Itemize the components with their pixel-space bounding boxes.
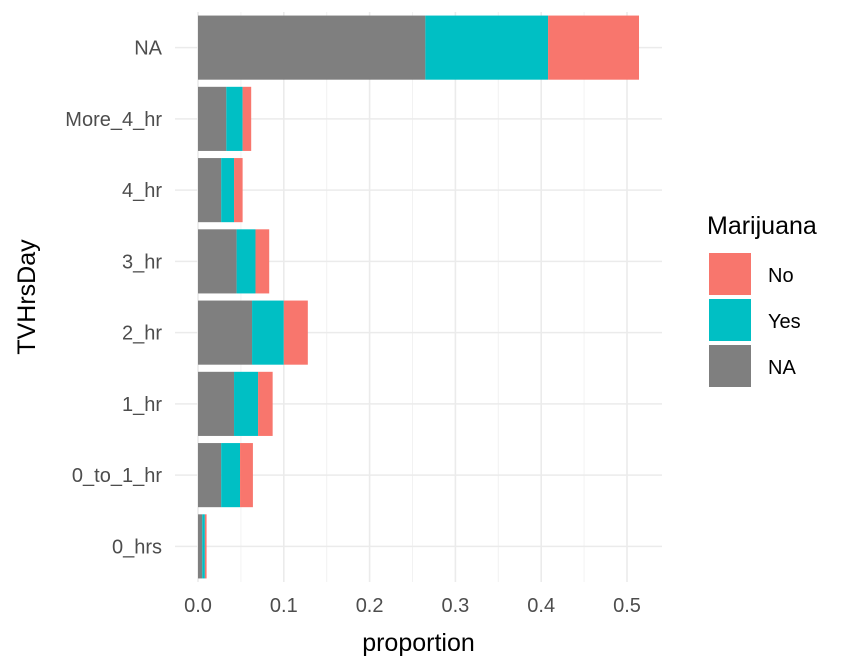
legend: Marijuana No Yes NA <box>707 212 817 387</box>
x-tick-label: 0.0 <box>184 595 212 617</box>
y-tick-label: 3_hr <box>122 251 162 273</box>
bar-More_4_hr-No <box>242 86 252 151</box>
bar-3_hr-Yes <box>236 229 256 294</box>
bar-3_hr-No <box>255 229 270 294</box>
x-axis-title: proportion <box>362 629 475 657</box>
bar-4_hr-NA <box>198 158 222 223</box>
legend-label: NA <box>768 357 796 379</box>
bar-4_hr-Yes <box>221 158 235 223</box>
bar-0_to_1_hr-NA <box>198 443 222 508</box>
y-tick-label: 0_hrs <box>112 536 162 558</box>
x-axis-tick-labels: 0.0 0.1 0.2 0.3 0.4 0.5 <box>184 595 641 617</box>
bar-4_hr-No <box>234 158 243 223</box>
legend-label: No <box>768 265 794 287</box>
bar-NA-Yes <box>425 15 549 80</box>
y-axis-tick-labels: 0_hrs 0_to_1_hr 1_hr 2_hr 3_hr 4_hr More_4_hr N… <box>65 38 162 559</box>
bars <box>198 15 640 579</box>
bar-0_hrs-No <box>204 514 207 579</box>
bar-NA-NA <box>198 15 426 80</box>
bar-3_hr-NA <box>198 229 237 294</box>
x-tick-label: 0.4 <box>527 595 555 617</box>
legend-key-No <box>709 253 751 295</box>
y-tick-label: More_4_hr <box>65 109 162 131</box>
bar-2_hr-Yes <box>252 300 284 365</box>
bar-0_hrs-NA <box>198 514 203 579</box>
bar-0_to_1_hr-No <box>240 443 253 508</box>
bar-2_hr-NA <box>198 300 253 365</box>
bar-NA-No <box>548 15 640 80</box>
y-axis-title: TVHrsDay <box>13 239 41 355</box>
y-tick-label: 0_to_1_hr <box>72 465 162 487</box>
bar-1_hr-Yes <box>234 371 259 436</box>
x-tick-label: 0.3 <box>441 595 469 617</box>
legend-key-Yes <box>709 299 751 341</box>
bar-0_to_1_hr-Yes <box>221 443 241 508</box>
y-tick-label: 2_hr <box>122 323 162 345</box>
bar-0_hrs-Yes <box>202 514 205 579</box>
y-tick-label: 4_hr <box>122 180 162 202</box>
y-tick-label: NA <box>134 38 162 60</box>
x-tick-label: 0.5 <box>613 595 641 617</box>
y-tick-label: 1_hr <box>122 394 162 416</box>
x-tick-label: 0.2 <box>356 595 384 617</box>
legend-key-NA <box>709 345 751 387</box>
bar-1_hr-NA <box>198 371 235 436</box>
bar-More_4_hr-NA <box>198 86 227 151</box>
bar-2_hr-No <box>283 300 308 365</box>
x-tick-label: 0.1 <box>270 595 298 617</box>
bar-More_4_hr-Yes <box>226 86 243 151</box>
bar-1_hr-No <box>258 371 273 436</box>
legend-label: Yes <box>768 311 801 333</box>
legend-title: Marijuana <box>707 212 817 240</box>
